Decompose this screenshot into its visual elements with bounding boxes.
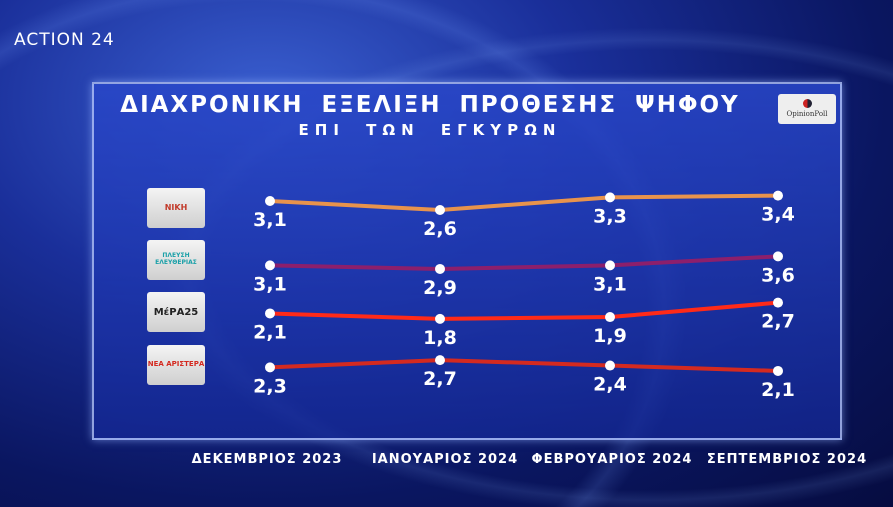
data-point — [435, 263, 445, 274]
party-logo-plefsi: ΠΛΕΥΣΗ ΕΛΕΥΘΕΡΙΑΣ — [147, 240, 205, 280]
data-label: 1,8 — [423, 327, 457, 349]
data-point — [605, 360, 615, 371]
action24-logo: ACTION 24 — [14, 30, 115, 50]
data-label: 3,3 — [593, 205, 627, 227]
data-point — [265, 308, 275, 319]
data-point — [605, 260, 615, 271]
data-point — [435, 205, 445, 215]
x-tick-label: ΙΑΝΟΥΑΡΙΟΣ 2024 — [371, 452, 519, 467]
series-line — [269, 254, 779, 271]
data-label: 2,7 — [761, 311, 795, 333]
chart-subtitle: ΕΠΙ ΤΩΝ ΕΓΚΥΡΩΝ — [298, 121, 562, 139]
data-label: 2,3 — [253, 375, 287, 397]
data-point — [265, 196, 275, 206]
party-logo-mera25: ΜέΡΑ25 — [147, 292, 205, 332]
data-point — [435, 313, 445, 324]
chart-title: ΔΙΑΧΡΟΝΙΚΗ ΕΞΕΛΙΞΗ ΠΡΟΘΕΣΗΣ ΨΗΦΟΥ — [120, 92, 740, 118]
opinionpoll-icon — [802, 99, 812, 108]
data-point — [773, 251, 783, 262]
data-label: 1,9 — [593, 325, 627, 347]
data-point — [265, 362, 275, 373]
data-label: 3,1 — [253, 273, 287, 295]
data-label: 2,1 — [253, 321, 287, 343]
data-point — [435, 355, 445, 366]
x-tick-label: ΣΕΠΤΕΜΒΡΙΟΣ 2024 — [706, 452, 868, 467]
data-point — [265, 260, 275, 271]
opinionpoll-logo: OpinionPoll — [778, 94, 836, 124]
party-logo-nea-aristera: ΝΕΑ ΑΡΙΣΤΕΡΑ — [147, 345, 205, 385]
data-label: 2,6 — [423, 218, 457, 240]
data-label: 2,7 — [423, 368, 457, 390]
x-tick-label: ΦΕΒΡΟΥΑΡΙΟΣ 2024 — [531, 452, 693, 467]
data-point — [773, 365, 783, 376]
data-label: 3,4 — [761, 204, 795, 226]
data-label: 2,1 — [761, 379, 795, 401]
data-point — [773, 190, 783, 201]
data-label: 2,9 — [423, 277, 457, 299]
series-line — [269, 358, 779, 373]
data-point — [605, 312, 615, 323]
series-line — [269, 300, 779, 321]
party-logo-niki: ΝΙΚΗ — [147, 188, 205, 228]
data-label: 2,4 — [593, 374, 627, 396]
data-label: 3,1 — [253, 209, 287, 231]
series-line — [269, 193, 779, 213]
data-point — [605, 192, 615, 203]
data-label: 3,1 — [593, 273, 627, 295]
x-tick-label: ΔΕΚΕΜΒΡΙΟΣ 2023 — [191, 452, 343, 467]
data-label: 3,6 — [761, 264, 795, 286]
data-point — [773, 297, 783, 308]
